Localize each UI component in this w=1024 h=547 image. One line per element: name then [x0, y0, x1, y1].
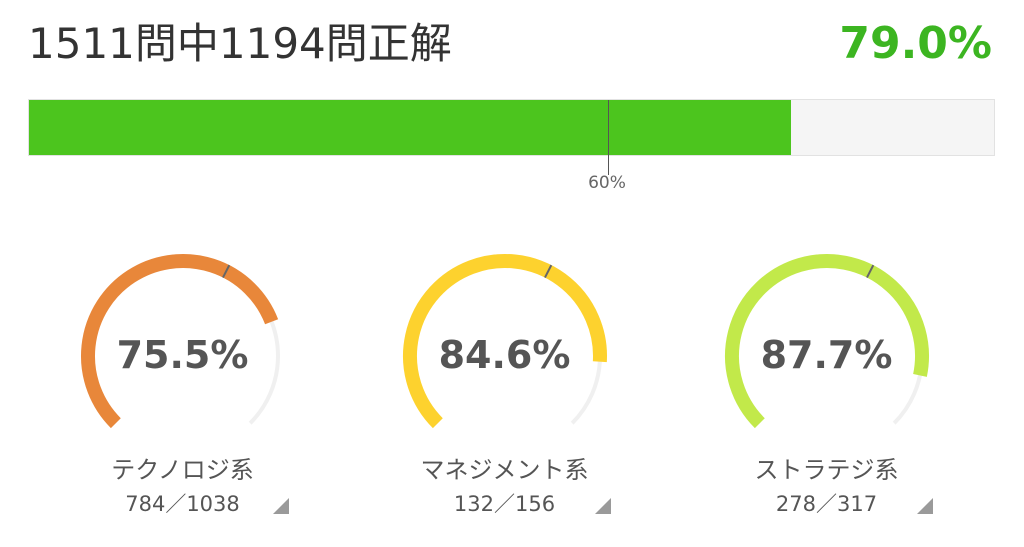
category-count: 132／156 — [453, 492, 556, 516]
category-gauge-technology[interactable]: 75.5% テクノロジ系 784／1038 — [75, 240, 335, 530]
expand-corner-icon[interactable] — [917, 498, 933, 514]
gauge-threshold-tick — [222, 264, 231, 279]
passing-threshold-label: 60% — [588, 173, 626, 193]
category-name: テクノロジ系 — [111, 456, 254, 484]
category-gauge-strategy[interactable]: 87.7% ストラテジ系 278／317 — [719, 240, 979, 530]
overall-progress-fill — [29, 100, 792, 155]
gauge-ring — [725, 254, 929, 429]
gauge-threshold-tick — [544, 264, 553, 279]
gauge-ring — [403, 254, 607, 429]
gauge-threshold-tick — [866, 264, 875, 279]
category-name: ストラテジ系 — [754, 456, 899, 484]
gauge-percent: 75.5% — [116, 333, 249, 377]
gauge-percent: 87.7% — [760, 333, 893, 377]
category-count: 278／317 — [775, 492, 878, 516]
summary-text: 1511問中1194問正解 — [28, 19, 452, 68]
category-count: 784／1038 — [125, 492, 240, 516]
expand-corner-icon[interactable] — [273, 498, 289, 514]
overall-progress-bar — [28, 99, 995, 175]
gauge-fill-arc — [725, 254, 929, 429]
passing-threshold-line — [608, 100, 609, 175]
category-gauge-management[interactable]: 84.6% マネジメント系 132／156 — [397, 240, 657, 530]
gauge-fill-arc — [403, 254, 607, 429]
gauge-fill-arc — [81, 254, 279, 429]
gauge-ring — [81, 254, 280, 429]
category-name: マネジメント系 — [420, 456, 589, 484]
expand-corner-icon[interactable] — [595, 498, 611, 514]
overall-percent: 79.0% — [839, 18, 992, 69]
gauge-percent: 84.6% — [438, 333, 571, 377]
